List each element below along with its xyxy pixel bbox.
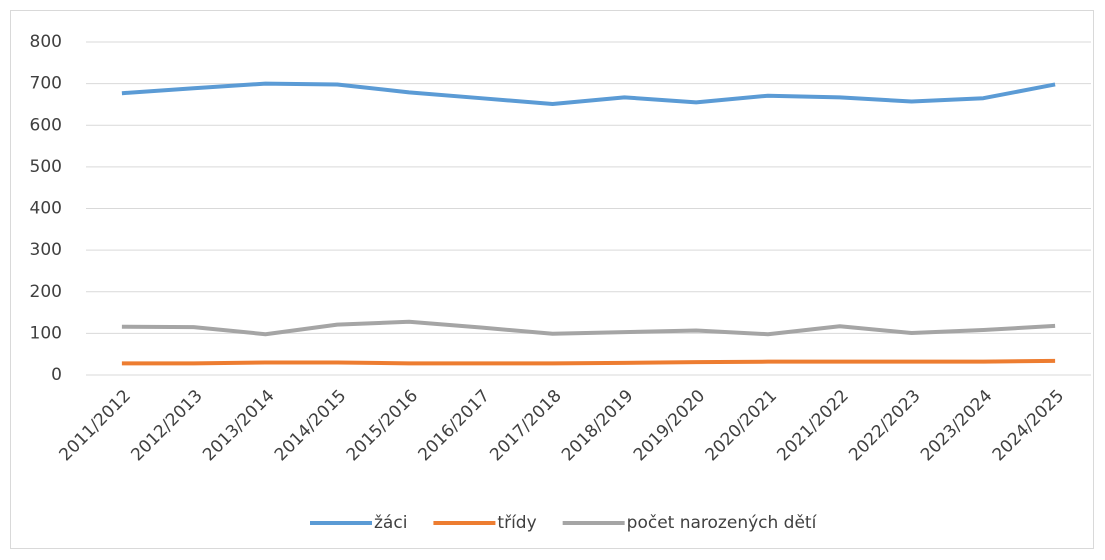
y-tick-label: 700 [30, 74, 62, 94]
y-tick-label: 800 [30, 32, 62, 52]
series-line [121, 358, 1056, 366]
y-tick-label: 500 [30, 157, 62, 177]
y-tick-label: 0 [51, 365, 62, 385]
series-line [121, 319, 1056, 337]
y-tick-label: 600 [30, 115, 62, 135]
y-tick-label: 400 [30, 199, 62, 219]
legend-label: žáci [374, 513, 407, 533]
legend-label: třídy [497, 513, 536, 533]
y-tick-label: 300 [30, 240, 62, 260]
y-tick-label: 100 [30, 323, 62, 343]
legend-label: počet narozených dětí [627, 513, 818, 533]
y-tick-label: 200 [30, 282, 62, 302]
series-line [121, 81, 1056, 107]
